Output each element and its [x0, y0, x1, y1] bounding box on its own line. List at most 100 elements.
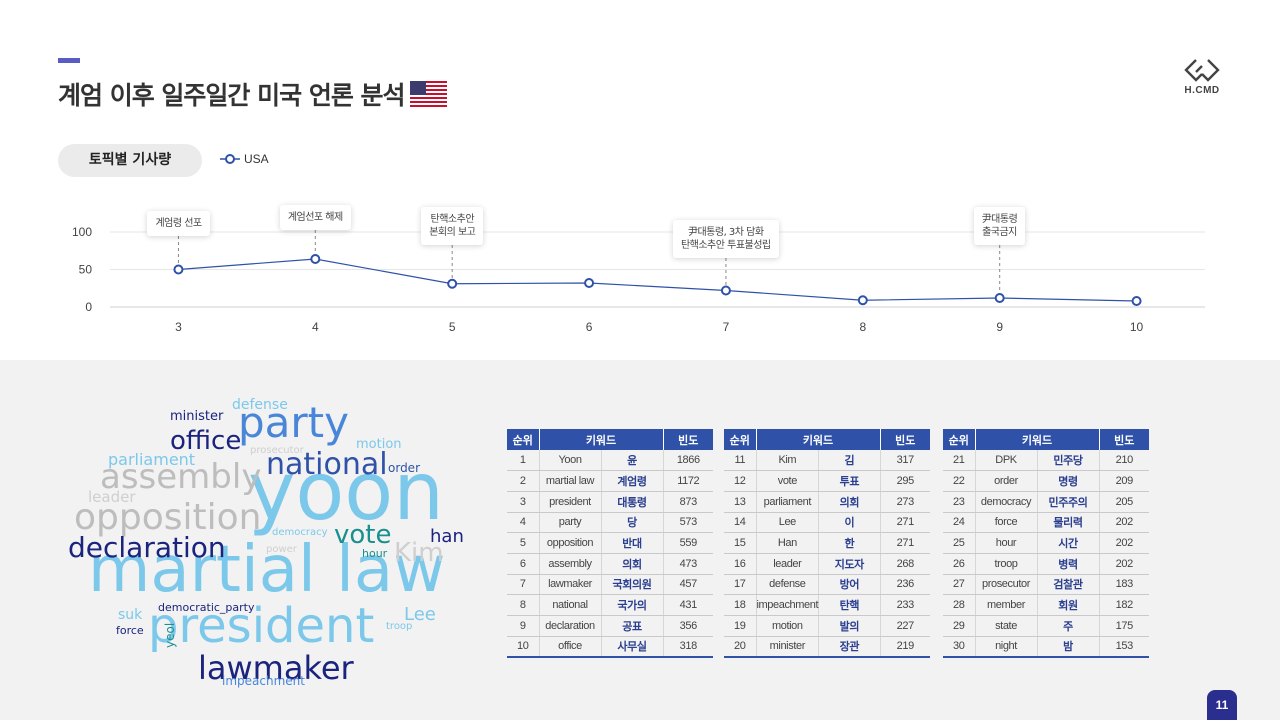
cloud-word: suk: [118, 607, 143, 623]
x-tick-label: 4: [312, 320, 319, 334]
keyword-header: 키워드: [974, 429, 1099, 450]
table-row: 3 president 대통령 873: [507, 491, 713, 513]
keyword-en-cell: Lee: [755, 512, 819, 534]
rank-cell: 6: [507, 553, 539, 575]
cloud-word: minister: [170, 409, 224, 424]
logo-text: H.CMD: [1184, 85, 1220, 96]
chart-legend: USA: [220, 152, 269, 166]
keyword-ko-cell: 민주주의: [1036, 491, 1099, 513]
table-row: 12 vote 투표 295: [724, 470, 930, 492]
keyword-ko-cell: 대통령: [600, 491, 663, 513]
keyword-ko-cell: 탄핵: [818, 594, 880, 616]
table-row: 20 minister 장관 219: [724, 636, 930, 658]
freq-cell: 209: [1098, 470, 1149, 492]
freq-cell: 273: [879, 491, 930, 513]
freq-cell: 175: [1098, 615, 1149, 637]
keyword-en-cell: force: [974, 512, 1037, 534]
x-tick-label: 10: [1130, 320, 1144, 334]
keyword-ko-cell: 김: [818, 450, 880, 472]
y-tick-label: 100: [72, 225, 92, 239]
cloud-word: opposition: [74, 497, 262, 538]
keyword-en-cell: lawmaker: [538, 574, 601, 596]
keyword-ko-cell: 윤: [600, 450, 663, 472]
keyword-en-cell: vote: [755, 470, 819, 492]
freq-cell: 153: [1098, 636, 1149, 658]
keyword-en-cell: office: [538, 636, 601, 658]
cloud-word: han: [430, 526, 464, 547]
data-point: [310, 254, 321, 264]
keyword-ko-cell: 방어: [818, 574, 880, 596]
x-tick-label: 3: [175, 320, 182, 334]
rank-cell: 26: [943, 553, 975, 575]
keyword-ko-cell: 시간: [1036, 532, 1099, 554]
keyword-ko-cell: 국회의원: [600, 574, 663, 596]
cloud-word: assembly: [100, 457, 262, 497]
freq-cell: 202: [1098, 553, 1149, 575]
freq-cell: 210: [1098, 450, 1149, 472]
rank-cell: 22: [943, 470, 975, 492]
cloud-word: martial law: [88, 533, 446, 607]
cloud-word: yoon: [248, 445, 444, 538]
cloud-word: president: [148, 598, 375, 654]
rank-header: 순위: [724, 429, 756, 450]
rank-cell: 11: [724, 450, 756, 472]
keyword-en-cell: declaration: [538, 615, 601, 637]
table-row: 1 Yoon 윤 1866: [507, 450, 713, 472]
keyword-en-cell: member: [974, 594, 1037, 616]
keyword-en-cell: leader: [755, 553, 819, 575]
x-tick-label: 9: [996, 320, 1003, 334]
keyword-en-cell: democracy: [974, 491, 1037, 513]
series-line: [178, 258, 1137, 302]
keyword-header: 키워드: [538, 429, 663, 450]
keyword-ko-cell: 반대: [600, 532, 663, 554]
table-row: 9 declaration 공표 356: [507, 615, 713, 637]
freq-cell: 183: [1098, 574, 1149, 596]
keyword-en-cell: party: [538, 512, 601, 534]
freq-cell: 473: [662, 553, 713, 575]
rank-cell: 7: [507, 574, 539, 596]
table-row: 23 democracy 민주주의 205: [943, 491, 1149, 513]
rank-cell: 3: [507, 491, 539, 513]
keyword-table-3: 순위 키워드 빈도 21 DPK 민주당 210 22 order 명령 209 23 democrac…: [943, 429, 1149, 658]
event-callout: 尹대통령, 3차 담화 탄핵소추안 투표불성립: [672, 220, 779, 258]
x-tick-label: 8: [859, 320, 866, 334]
freq-cell: 356: [662, 615, 713, 637]
cloud-word: hour: [362, 547, 388, 560]
freq-cell: 233: [879, 594, 930, 616]
freq-cell: 318: [662, 636, 713, 658]
freq-header: 빈도: [879, 429, 930, 450]
freq-cell: 268: [879, 553, 930, 575]
cloud-word: vote: [334, 520, 392, 550]
keyword-ko-cell: 회원: [1036, 594, 1099, 616]
freq-cell: 559: [662, 532, 713, 554]
keyword-en-cell: order: [974, 470, 1037, 492]
rank-cell: 8: [507, 594, 539, 616]
table-row: 5 opposition 반대 559: [507, 532, 713, 554]
keyword-en-cell: troop: [974, 553, 1037, 575]
rank-cell: 14: [724, 512, 756, 534]
keyword-en-cell: national: [538, 594, 601, 616]
keyword-ko-cell: 밤: [1036, 636, 1099, 658]
cloud-word: troop: [386, 621, 413, 632]
cloud-word: leader: [88, 488, 136, 506]
keyword-en-cell: defense: [755, 574, 819, 596]
table-row: 16 leader 지도자 268: [724, 553, 930, 575]
rank-cell: 29: [943, 615, 975, 637]
cloud-word: office: [170, 426, 242, 456]
freq-cell: 271: [879, 512, 930, 534]
legend-line-icon: [220, 154, 240, 164]
data-point: [994, 293, 1005, 303]
cloud-word: motion: [356, 437, 402, 452]
keyword-ko-cell: 검찰관: [1036, 574, 1099, 596]
y-tick-label: 50: [79, 263, 93, 277]
rank-cell: 18: [724, 594, 756, 616]
cloud-word: declaration: [68, 531, 226, 564]
keyword-en-cell: assembly: [538, 553, 601, 575]
data-point: [857, 295, 868, 306]
rank-cell: 9: [507, 615, 539, 637]
keyword-en-cell: martial law: [538, 470, 601, 492]
table-row: 4 party 당 573: [507, 512, 713, 534]
cloud-word: Lee: [404, 604, 436, 625]
cloud-word: democratic_party: [158, 601, 255, 614]
rank-header: 순위: [507, 429, 539, 450]
